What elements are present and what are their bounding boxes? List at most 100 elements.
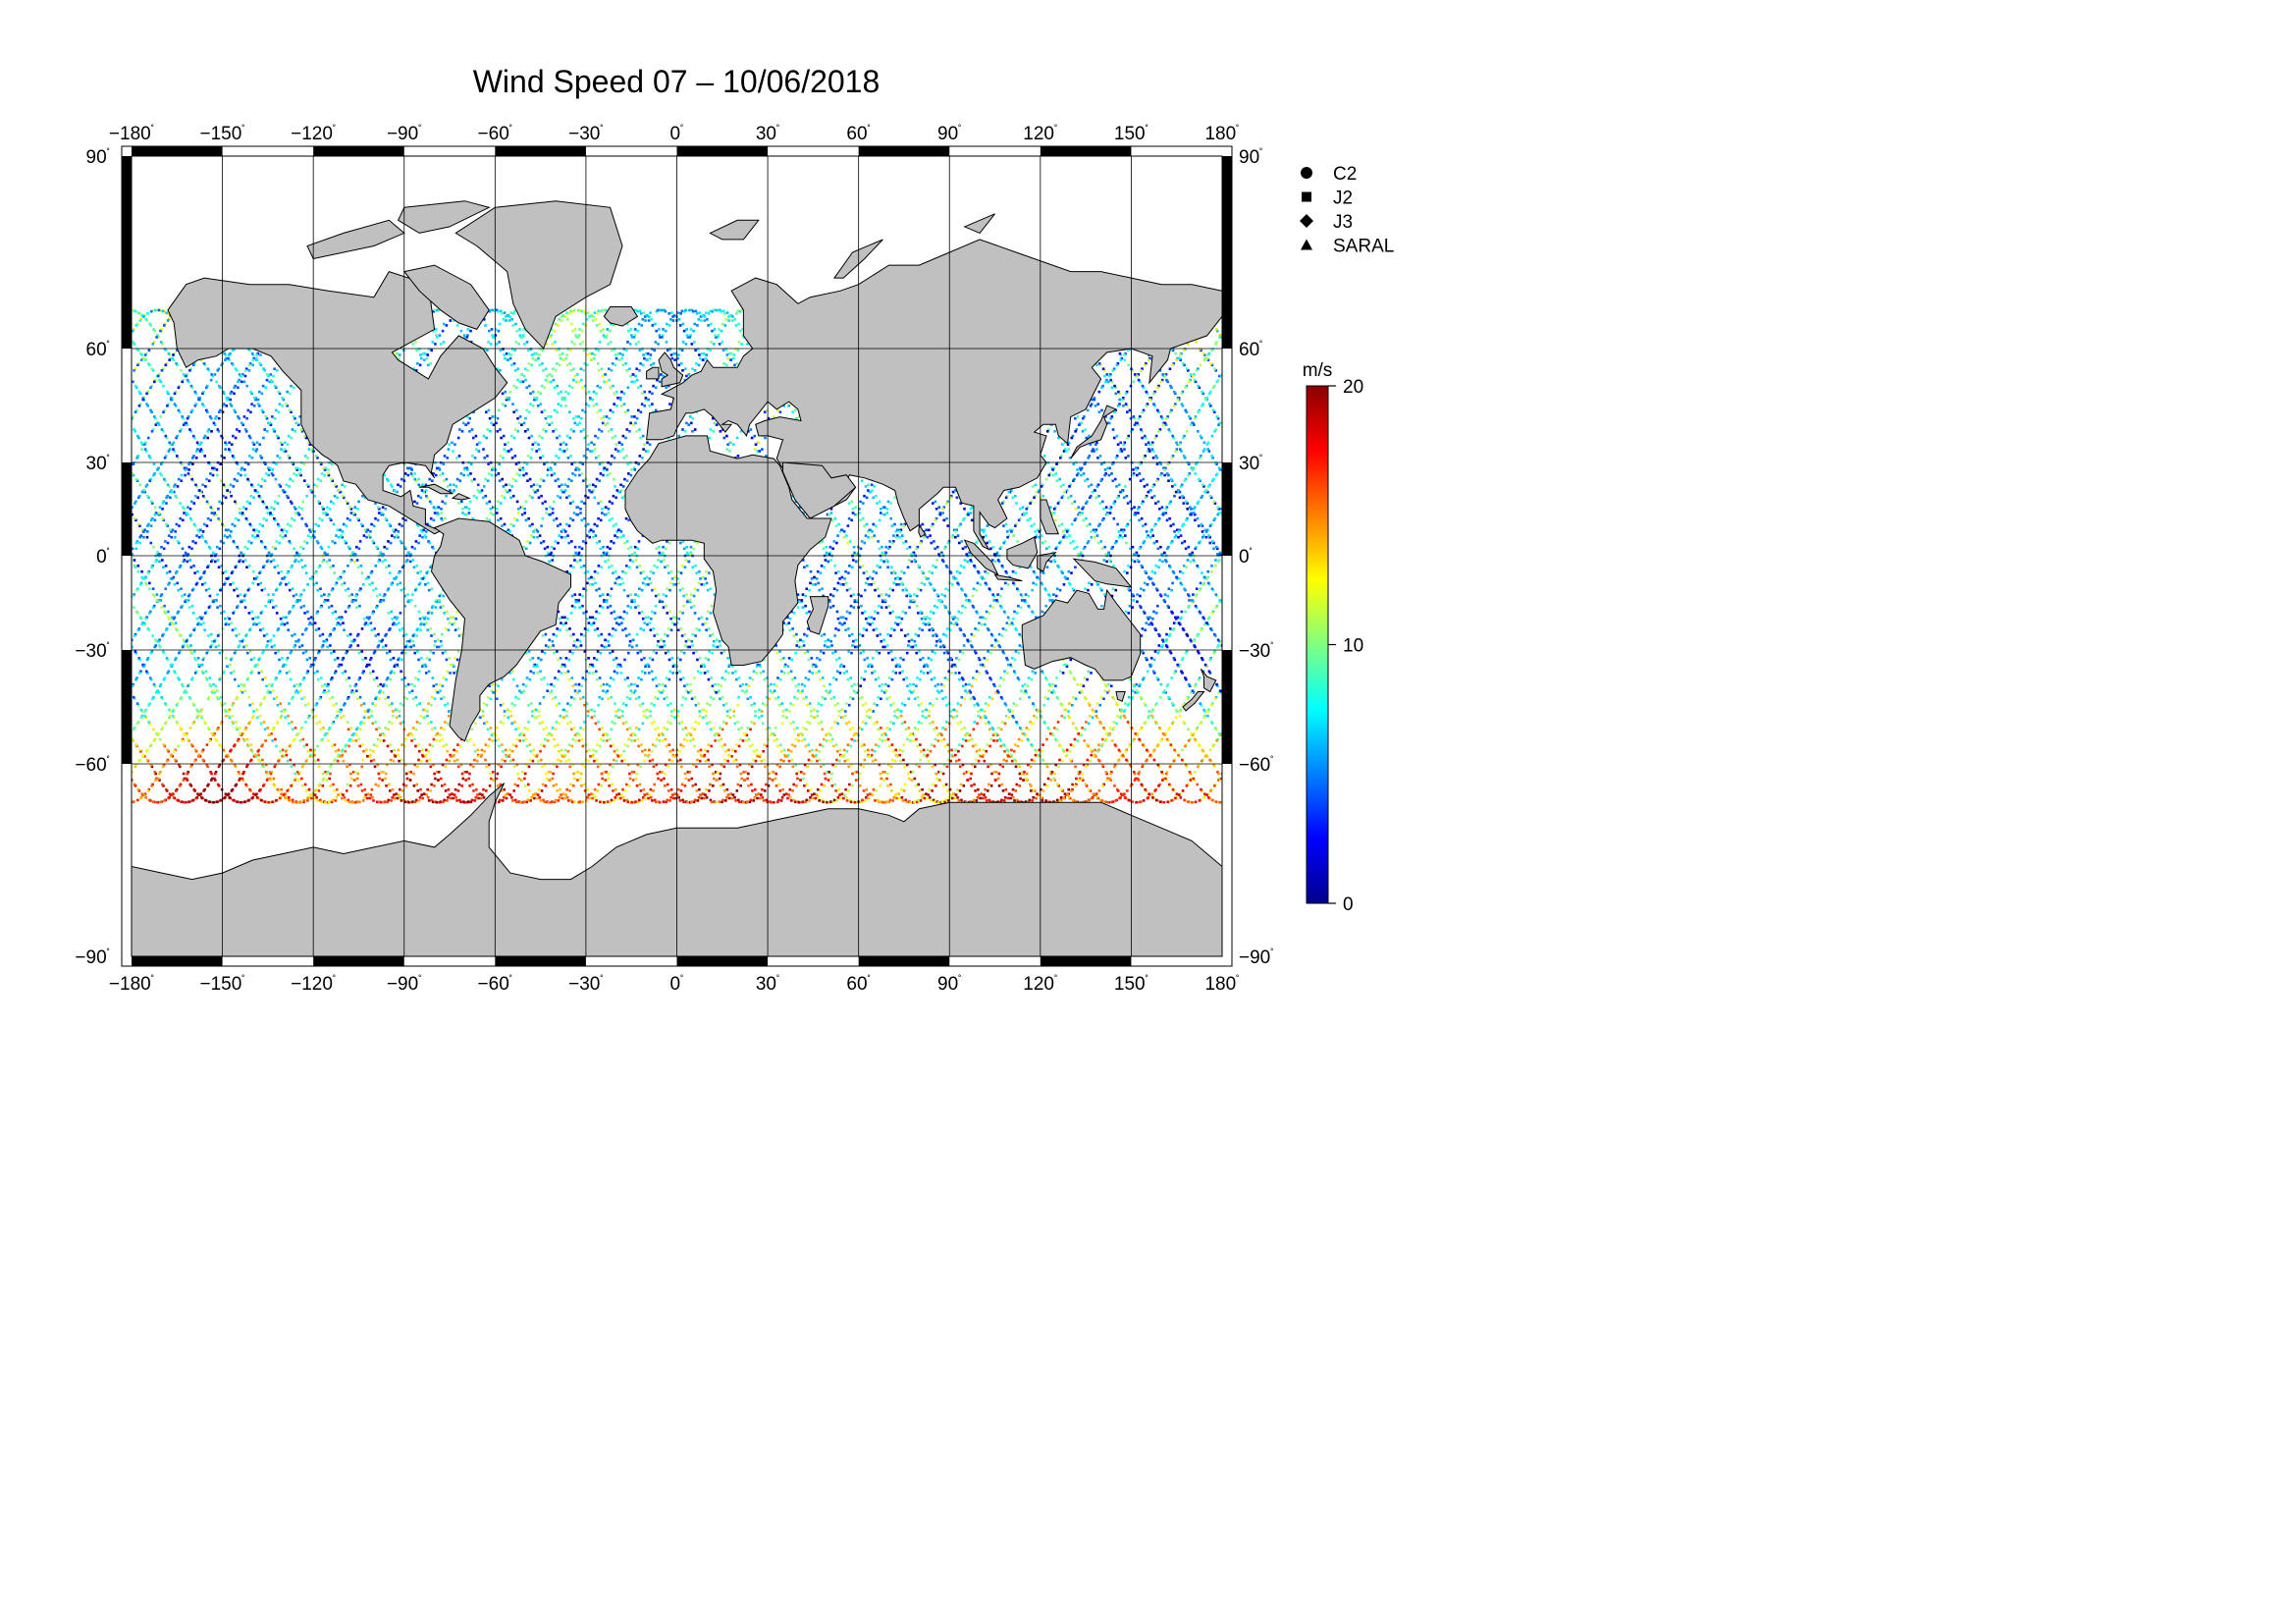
track-sample <box>1095 528 1097 532</box>
track-sample <box>234 410 237 413</box>
track-sample <box>616 796 619 800</box>
track-sample <box>536 535 539 539</box>
track-sample <box>247 479 250 482</box>
track-sample <box>179 634 183 637</box>
track-sample <box>1168 727 1171 730</box>
track-sample <box>333 743 337 746</box>
track-sample <box>538 534 542 537</box>
track-sample <box>943 594 946 598</box>
track-sample <box>1133 772 1137 776</box>
track-sample <box>679 658 682 662</box>
track-sample <box>249 743 253 746</box>
track-sample <box>301 632 304 636</box>
track-sample <box>349 559 353 562</box>
track-sample <box>146 748 149 752</box>
track-sample <box>501 677 504 681</box>
track-sample <box>600 784 603 787</box>
track-sample <box>132 645 134 649</box>
track-sample <box>575 553 578 556</box>
track-sample <box>133 606 135 609</box>
track-sample <box>171 663 174 667</box>
track-sample <box>414 695 418 699</box>
track-sample <box>539 749 542 753</box>
track-sample <box>415 703 419 707</box>
track-sample <box>651 658 655 662</box>
track-sample <box>680 721 684 724</box>
track-sample <box>372 743 376 746</box>
track-sample <box>780 722 784 726</box>
track-sample <box>240 468 243 471</box>
track-sample <box>294 644 296 647</box>
track-sample <box>1123 358 1127 361</box>
track-sample <box>588 796 592 800</box>
track-sample <box>764 703 768 707</box>
track-sample <box>1206 622 1209 626</box>
track-sample <box>444 721 447 724</box>
track-sample <box>774 777 777 781</box>
track-sample <box>981 528 984 532</box>
track-sample <box>326 553 329 556</box>
track-sample <box>320 800 323 804</box>
track-sample <box>361 758 364 762</box>
track-sample <box>453 753 455 757</box>
track-sample <box>609 329 612 333</box>
track-sample <box>365 616 369 620</box>
track-sample <box>1180 483 1184 487</box>
track-sample <box>342 714 346 718</box>
track-sample <box>492 423 496 426</box>
track-sample <box>458 479 461 482</box>
track-sample <box>690 639 694 643</box>
track-sample <box>187 553 189 556</box>
track-sample <box>286 759 290 763</box>
track-sample <box>385 684 389 687</box>
track-sample <box>630 553 634 556</box>
track-sample <box>735 436 739 440</box>
track-sample <box>580 416 583 420</box>
track-sample <box>905 588 908 592</box>
track-sample <box>407 645 411 649</box>
track-sample <box>544 367 548 370</box>
track-sample <box>1206 490 1209 494</box>
track-sample <box>594 581 597 585</box>
track-sample <box>340 616 344 620</box>
track-sample <box>732 710 735 713</box>
track-sample <box>632 732 635 735</box>
track-sample <box>316 588 319 592</box>
track-sample <box>267 473 271 477</box>
track-sample <box>625 798 629 802</box>
track-sample <box>527 516 530 520</box>
track-sample <box>252 710 255 713</box>
track-sample <box>190 604 194 608</box>
track-sample <box>382 599 386 602</box>
track-sample <box>380 732 384 735</box>
track-sample <box>1168 367 1172 370</box>
track-sample <box>201 672 205 675</box>
track-sample <box>404 784 408 787</box>
track-sample <box>526 428 530 431</box>
track-sample <box>397 748 400 752</box>
track-sample <box>558 722 561 726</box>
track-sample <box>1150 528 1153 532</box>
track-sample <box>300 644 304 647</box>
track-sample <box>1157 765 1160 769</box>
track-sample <box>248 502 251 505</box>
track-sample <box>563 753 567 757</box>
track-sample <box>324 553 328 556</box>
track-sample <box>609 594 613 598</box>
track-sample <box>435 599 439 602</box>
track-sample <box>510 749 514 753</box>
track-sample <box>245 566 248 568</box>
track-sample <box>300 430 304 433</box>
track-sample <box>138 524 141 527</box>
track-sample <box>235 634 239 637</box>
track-sample <box>664 329 667 333</box>
track-sample <box>198 450 202 453</box>
track-sample <box>1140 606 1143 609</box>
track-sample <box>133 697 136 700</box>
track-sample <box>611 502 614 505</box>
track-sample <box>809 787 813 791</box>
track-sample <box>1047 728 1050 731</box>
track-sample <box>611 565 614 568</box>
track-sample <box>630 771 634 774</box>
track-sample <box>268 553 272 556</box>
